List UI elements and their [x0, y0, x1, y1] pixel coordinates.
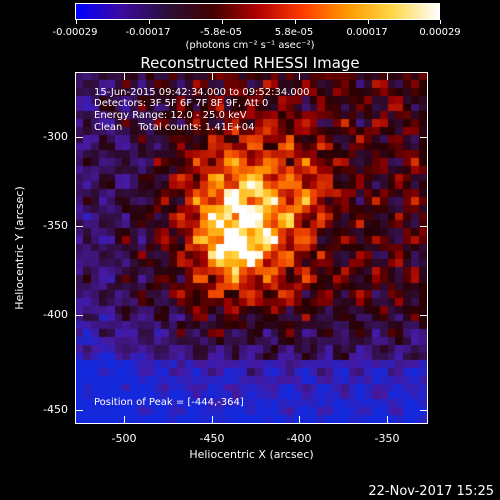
- y-tick-label: -350: [43, 219, 68, 232]
- render-date: 22-Nov-2017 15:25: [368, 484, 494, 499]
- colorbar-tick-label: -5.8e-05: [200, 27, 242, 38]
- axis-tick: [420, 226, 428, 227]
- x-tick-label: -450: [199, 432, 225, 445]
- energy-range-info: Energy Range: 12.0 - 25.0 keV: [94, 110, 247, 121]
- rhessi-image-canvas: [76, 73, 427, 423]
- colorbar-tick: [295, 20, 296, 24]
- axis-tick: [420, 137, 428, 138]
- rhessi-image: [75, 72, 428, 424]
- axis-tick: [212, 416, 213, 424]
- axis-tick: [420, 410, 428, 411]
- colorbar: [75, 3, 441, 24]
- colorbar-tick: [440, 20, 441, 24]
- axis-tick: [387, 72, 388, 80]
- axis-tick: [420, 315, 428, 316]
- colorbar-tick-label: -0.00029: [52, 27, 98, 38]
- y-axis-label: Heliocentric Y (arcsec): [13, 186, 26, 310]
- axis-tick: [124, 416, 125, 424]
- x-tick-label: -500: [111, 432, 137, 445]
- axis-tick: [299, 72, 300, 80]
- x-tick-label: -400: [286, 432, 312, 445]
- x-axis-label: Heliocentric X (arcsec): [189, 448, 314, 461]
- colorbar-units: (photons cm⁻² s⁻¹ asec⁻²): [185, 40, 315, 51]
- colorbar-tick: [222, 20, 223, 24]
- plot-title: Reconstructed RHESSI Image: [140, 54, 360, 72]
- peak-position: Position of Peak = [-444,-364]: [94, 397, 244, 408]
- y-tick-label: -400: [43, 308, 68, 321]
- clean-counts-info: Clean Total counts: 1.41E+04: [94, 122, 255, 133]
- axis-tick: [75, 226, 83, 227]
- x-tick-label: -350: [374, 432, 400, 445]
- axis-tick: [124, 72, 125, 80]
- detectors-info: Detectors: 3F 5F 6F 7F 8F 9F, Att 0: [94, 98, 269, 109]
- colorbar-tick-label: 0.00017: [346, 27, 388, 38]
- y-tick-label: -450: [43, 403, 68, 416]
- colorbar-tick: [368, 20, 369, 24]
- axis-tick: [75, 410, 83, 411]
- colorbar-tick-label: -0.00017: [125, 27, 171, 38]
- colorbar-tick-label: 5.8e-05: [274, 27, 314, 38]
- observation-time: 15-Jun-2015 09:42:34.000 to 09:52:34.000: [94, 87, 310, 98]
- y-tick-label: -300: [43, 130, 68, 143]
- axis-tick: [387, 416, 388, 424]
- colorbar-tick-label: 0.00029: [419, 27, 461, 38]
- axis-tick: [299, 416, 300, 424]
- colorbar-tick: [149, 20, 150, 24]
- axis-tick: [75, 137, 83, 138]
- axis-tick: [75, 315, 83, 316]
- colorbar-tick: [76, 20, 77, 24]
- axis-tick: [212, 72, 213, 80]
